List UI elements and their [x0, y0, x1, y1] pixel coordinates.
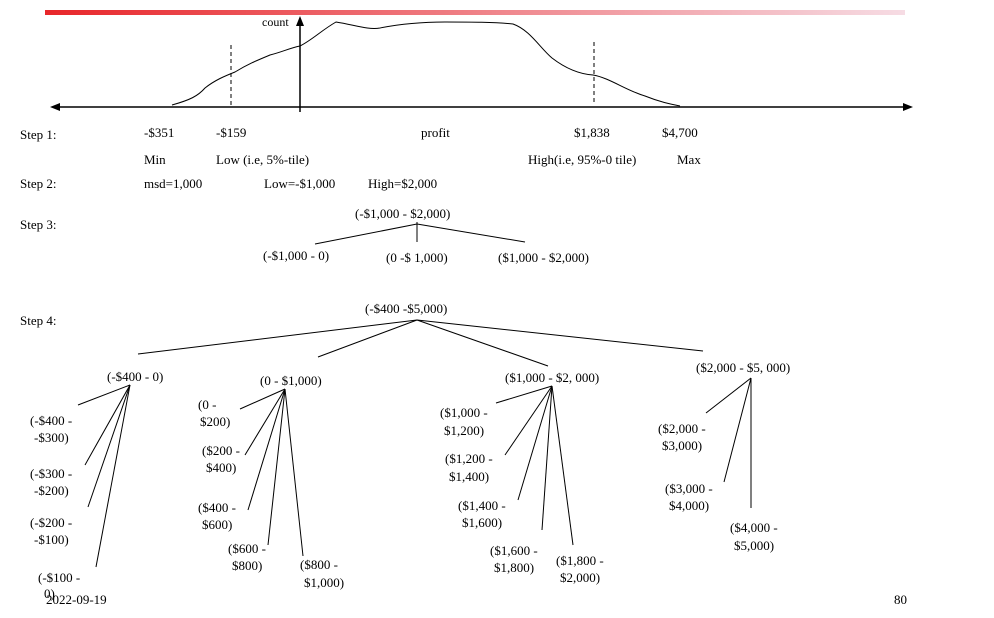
step4-group-2-child-1-line2: $200): [200, 414, 230, 429]
step4-group-3-child-2-line2: $1,400): [449, 469, 489, 484]
step4-group-2-child-3-line1: ($400 -: [198, 500, 236, 515]
step1-high-descriptor: High(i.e, 95%-0 tile): [528, 152, 636, 167]
step4-group-1-child-4-line1: (-$100 -: [38, 570, 80, 585]
step4-group-2-child-2-line2: $400): [206, 460, 236, 475]
step3-root: (-$1,000 - $2,000): [355, 206, 450, 221]
step4-root-edges: [137, 319, 704, 367]
step1-max-value: $4,700: [662, 125, 698, 140]
step4-group-1-child-1-line2: -$300): [34, 430, 69, 445]
step4-group-1-child-3-line2: -$100): [34, 532, 69, 547]
step4-group-4-child-2-line2: $4,000): [669, 498, 709, 513]
step2-high: High=$2,000: [368, 176, 437, 191]
step4-group-3-edges: [495, 385, 574, 546]
step4-group-2-child-4-line1: ($600 -: [228, 541, 266, 556]
step1-min-value: -$351: [144, 125, 174, 140]
step4-group-4-child-1-line2: $3,000): [662, 438, 702, 453]
x-axis-right-arrow: [903, 103, 913, 111]
step3-edges: [314, 222, 526, 245]
step3-child-2: (0 -$ 1,000): [386, 250, 448, 265]
footer-date: 2022-09-19: [46, 592, 107, 607]
step4-group-3-child-2-line1: ($1,200 -: [445, 451, 493, 466]
step1-min-descriptor: Min: [144, 152, 166, 167]
step4-group-3-child-5-line2: $2,000): [560, 570, 600, 585]
step1-max-descriptor: Max: [677, 152, 701, 167]
step4-group-4-label: ($2,000 - $5, 000): [696, 360, 790, 375]
step4-group-2-child-5-line1: ($800 -: [300, 557, 338, 572]
step4-group-1-child-2-line2: -$200): [34, 483, 69, 498]
step4-group-3-child-1-line2: $1,200): [444, 423, 484, 438]
step4-group-4-child-1-line1: ($2,000 -: [658, 421, 706, 436]
step4-group-2-label: (0 - $1,000): [260, 373, 322, 388]
step4-group-4-child-2-line1: ($3,000 -: [665, 481, 713, 496]
title-bar: [45, 10, 905, 15]
step4-group-3-child-4-line2: $1,800): [494, 560, 534, 575]
step2-low: Low=-$1,000: [264, 176, 335, 191]
step3-child-3: ($1,000 - $2,000): [498, 250, 589, 265]
step1-low-descriptor: Low (i.e, 5%-tile): [216, 152, 309, 167]
step1-profit-label: profit: [421, 125, 450, 140]
step3-child-1: (-$1,000 - 0): [263, 248, 329, 263]
step4-group-2-child-5-line2: $1,000): [304, 575, 344, 590]
step4-group-1-child-4-line2: 0): [44, 586, 55, 601]
step4-group-1-child-2-line1: (-$300 -: [30, 466, 72, 481]
step4-group-2-edges: [239, 388, 304, 557]
step4-group-3-child-3-line2: $1,600): [462, 515, 502, 530]
step4-label: Step 4:: [20, 313, 56, 328]
footer-page-number: 80: [894, 592, 907, 607]
step4-group-1-edges: [77, 384, 131, 568]
step2-msd: msd=1,000: [144, 176, 202, 191]
step4-group-4-child-3-line2: $5,000): [734, 538, 774, 553]
step4-group-2-child-1-line1: (0 -: [198, 397, 216, 412]
step4-group-1-label: (-$400 - 0): [107, 369, 163, 384]
step4-root: (-$400 -$5,000): [365, 301, 447, 316]
step4-group-1-child-3-line1: (-$200 -: [30, 515, 72, 530]
step3-label: Step 3:: [20, 217, 56, 232]
step4-group-3-child-5-line1: ($1,800 -: [556, 553, 604, 568]
step4-group-3-child-4-line1: ($1,600 -: [490, 543, 538, 558]
step4-group-4-edges: [705, 377, 752, 508]
step1-high-value: $1,838: [574, 125, 610, 140]
step4-group-1-child-1-line1: (-$400 -: [30, 413, 72, 428]
step4-group-3-child-1-line1: ($1,000 -: [440, 405, 488, 420]
distribution-curve: [171, 21, 681, 107]
step1-low-value: -$159: [216, 125, 246, 140]
y-axis-arrow: [296, 16, 304, 26]
x-axis-left-arrow: [50, 103, 60, 111]
step1-label: Step 1:: [20, 127, 56, 142]
step4-group-3-child-3-line1: ($1,400 -: [458, 498, 506, 513]
step4-group-4-child-3-line1: ($4,000 -: [730, 520, 778, 535]
step4-group-3-label: ($1,000 - $2, 000): [505, 370, 599, 385]
step2-label: Step 2:: [20, 176, 56, 191]
y-axis-label: count: [262, 15, 289, 29]
step4-group-2-child-2-line1: ($200 -: [202, 443, 240, 458]
step4-group-2-child-3-line2: $600): [202, 517, 232, 532]
step4-group-2-child-4-line2: $800): [232, 558, 262, 573]
